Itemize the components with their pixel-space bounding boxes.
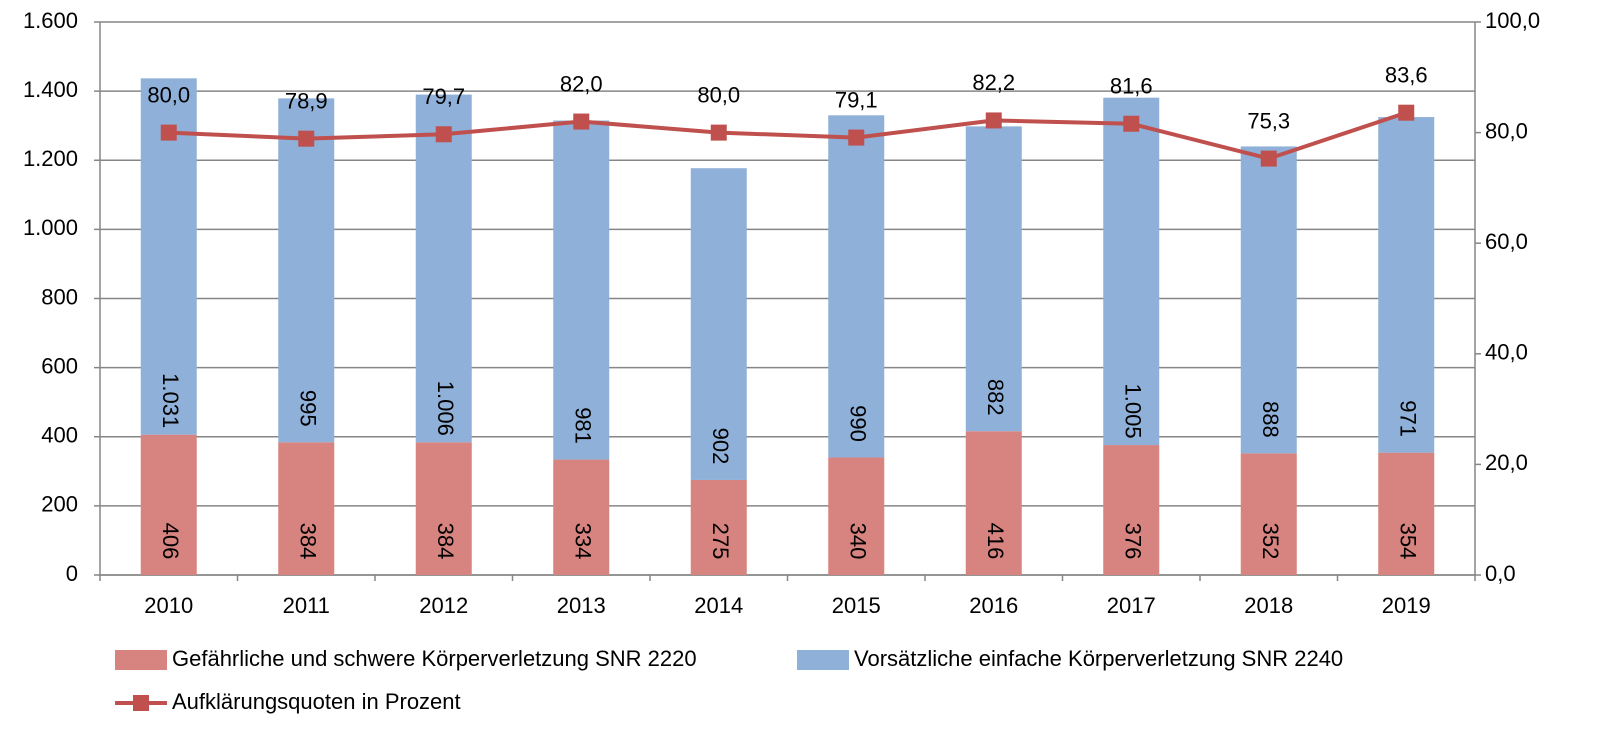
legend-label: Gefährliche und schwere Körperverletzung… [172,646,697,671]
bar [1103,445,1160,575]
bar [278,442,335,575]
x-tick-label: 2018 [1244,593,1293,618]
bar [140,434,197,575]
bar-value-label: 888 [1258,401,1283,438]
legend-swatch [797,650,849,670]
bar [1378,452,1435,575]
y-tick-label: 0 [66,561,78,586]
line-marker [1123,115,1140,132]
bar [1240,453,1297,575]
legend-label: Vorsätzliche einfache Körperverletzung S… [854,646,1343,671]
line-marker [1398,104,1415,121]
bar [553,459,610,575]
bar-value-label: 406 [158,523,183,560]
bar-value-label: 981 [570,407,595,444]
x-tick-label: 2011 [283,593,330,618]
y-tick-label: 600 [41,353,78,378]
line-value-label: 80,0 [697,82,740,107]
line-marker [160,124,177,141]
bar [828,115,885,458]
bar [965,431,1022,575]
line-value-label: 81,6 [1110,74,1153,99]
x-tick-label: 2015 [832,593,881,618]
line-value-label: 79,7 [422,84,465,109]
bar-value-label: 1.006 [433,381,458,436]
bar-value-label: 352 [1258,523,1283,560]
y2-tick-label: 60,0 [1485,229,1528,254]
legend-label: Aufklärungsquoten in Prozent [172,689,461,714]
bar [690,168,747,480]
y-tick-label: 1.600 [23,8,78,33]
bar-value-label: 1.005 [1120,384,1145,439]
y-tick-label: 1.200 [23,146,78,171]
bar-value-label: 990 [845,405,870,442]
y2-tick-label: 20,0 [1485,450,1528,475]
bar [553,120,610,460]
line-value-label: 78,9 [285,88,328,113]
line-value-label: 79,1 [835,87,878,112]
x-tick-label: 2012 [419,593,468,618]
bar-value-label: 354 [1395,523,1420,560]
bar [1103,97,1160,446]
x-tick-label: 2016 [969,593,1018,618]
y2-tick-label: 80,0 [1485,118,1528,143]
bar-value-label: 971 [1395,400,1420,437]
x-tick-label: 2013 [557,593,606,618]
line-marker [848,129,865,146]
bar-value-label: 384 [295,523,320,560]
y-tick-label: 1.400 [23,77,78,102]
legend-marker [133,695,149,711]
line-marker [298,130,315,147]
line-marker [985,112,1002,129]
line-marker [435,126,452,143]
line-marker [1260,150,1277,167]
bar-value-label: 384 [433,523,458,560]
line-value-label: 82,0 [560,71,603,96]
line-value-label: 83,6 [1385,63,1428,88]
bar-value-label: 275 [708,523,733,560]
y-tick-label: 400 [41,423,78,448]
bar [1378,117,1435,453]
line-marker [710,124,727,141]
bar-value-label: 902 [708,428,733,465]
x-tick-label: 2014 [694,593,743,618]
line-marker [573,113,590,130]
line-value-label: 80,0 [147,82,190,107]
y2-tick-label: 40,0 [1485,340,1528,365]
bar-value-label: 334 [570,523,595,560]
y2-tick-label: 100,0 [1485,8,1540,33]
bar [828,457,885,575]
bar-value-label: 995 [295,390,320,427]
bar [415,442,472,575]
x-tick-label: 2017 [1107,593,1156,618]
line [168,110,1407,161]
legend-swatch [115,650,167,670]
x-tick-label: 2019 [1382,593,1431,618]
x-tick-label: 2010 [144,593,193,618]
bar-value-label: 882 [983,379,1008,416]
y-tick-label: 200 [41,492,78,517]
bar-value-label: 340 [845,523,870,560]
y-tick-label: 1.000 [23,215,78,240]
bar [690,479,747,575]
line-value-label: 75,3 [1247,108,1290,133]
y-tick-label: 800 [41,284,78,309]
bar [415,94,472,443]
bar [1240,146,1297,454]
bar-value-label: 376 [1120,523,1145,560]
y2-tick-label: 0,0 [1485,561,1516,586]
line-value-label: 82,2 [972,70,1015,95]
bar-value-label: 1.031 [158,373,183,428]
bar [965,126,1022,432]
bar-value-label: 416 [983,523,1008,560]
bar [278,98,335,443]
